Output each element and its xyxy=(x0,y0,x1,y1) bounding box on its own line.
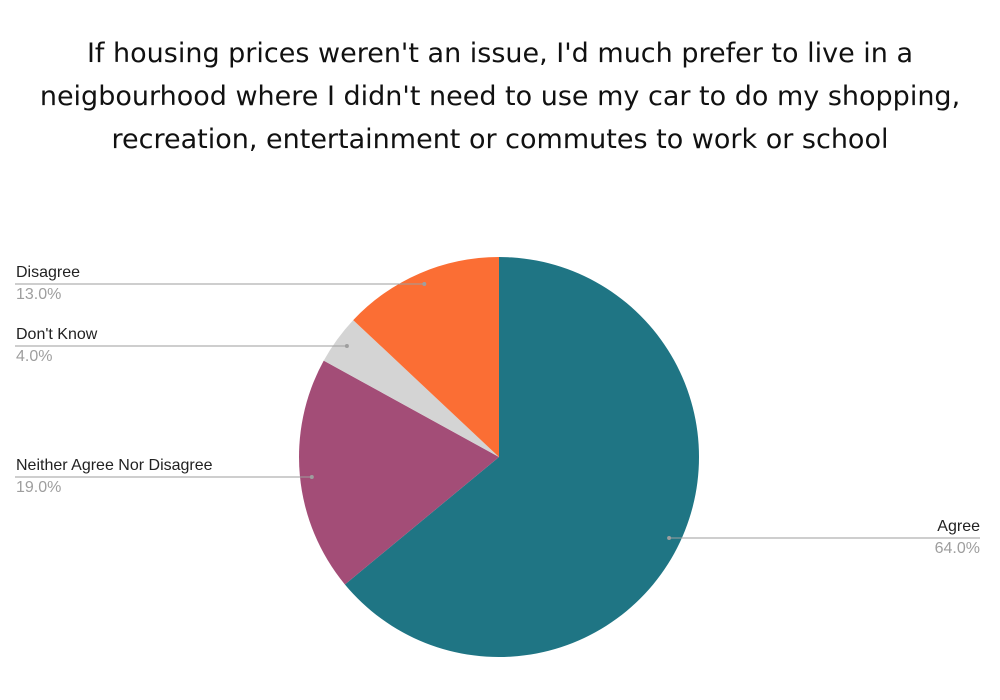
slice-value-don-t-know: 4.0% xyxy=(16,348,52,365)
leader-lines xyxy=(15,282,980,540)
slice-value-agree: 64.0% xyxy=(935,540,980,557)
slice-label-agree: Agree xyxy=(937,518,980,535)
pie-slices xyxy=(299,257,700,657)
slice-value-neither-agree-nor-disagree: 19.0% xyxy=(16,479,61,496)
slice-label-neither-agree-nor-disagree: Neither Agree Nor Disagree xyxy=(16,457,213,474)
pie-slice-disagree xyxy=(353,257,499,457)
slice-label-disagree: Disagree xyxy=(16,264,80,281)
pie-slice-don-t-know xyxy=(323,320,499,457)
slice-value-disagree: 13.0% xyxy=(16,286,61,303)
slice-labels: Agree 64.0% Neither Agree Nor Disagree 19.0… xyxy=(16,264,980,557)
slice-label-don-t-know: Don't Know xyxy=(16,326,98,343)
chart-title: If housing prices weren't an issue, I'd … xyxy=(39,38,961,155)
pie-slice-agree xyxy=(344,257,700,657)
pie-slice-neither-agree-nor-disagree xyxy=(299,360,499,585)
